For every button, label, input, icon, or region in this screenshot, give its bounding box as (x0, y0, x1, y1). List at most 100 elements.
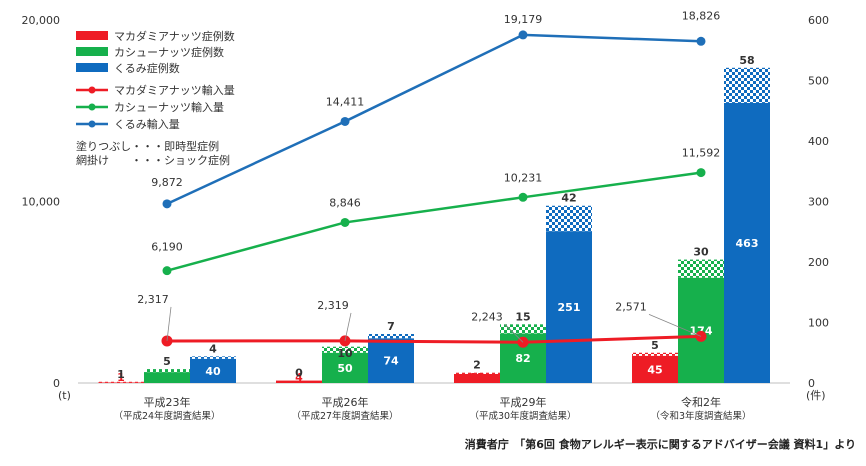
line-point (162, 199, 172, 209)
legend-marker (88, 86, 96, 94)
bar-immediate-label: 74 (383, 355, 399, 368)
line-point (696, 36, 706, 46)
right-tick-label: 400 (808, 135, 829, 148)
bar-immediate-label: 463 (736, 237, 759, 250)
legend-label: カシューナッツ輸入量 (114, 100, 224, 114)
point-value-label: 8,846 (329, 196, 361, 209)
legend-swatch (76, 63, 108, 72)
category-sublabel: （平成30年度調査結果） (469, 410, 576, 422)
bar-immediate (454, 373, 500, 383)
bar-shock-label: 5 (651, 339, 659, 352)
bar-shock (454, 372, 500, 374)
pattern-note: 網掛け ・・・ショック症例 (76, 153, 230, 167)
bar-immediate-label: 18 (159, 371, 174, 384)
legend-label: くるみ輸入量 (114, 117, 180, 131)
bar-shock-label: 7 (387, 320, 395, 333)
legend-marker (88, 120, 96, 128)
point-leader-line (648, 313, 702, 337)
category-label: 平成29年 (500, 395, 547, 409)
category-sublabel: （平成27年度調査結果） (291, 410, 398, 422)
right-tick-label: 200 (808, 256, 829, 269)
bar-immediate-label: 45 (647, 363, 662, 376)
bar-immediate-label: 4 (295, 371, 303, 384)
line-point (518, 30, 528, 40)
right-tick-label: 0 (808, 377, 815, 390)
line-point (340, 116, 350, 126)
bar-immediate (678, 277, 724, 383)
line-point (696, 168, 706, 178)
point-value-label: 2,243 (471, 310, 503, 323)
bar-shock (368, 333, 414, 339)
bar-immediate (322, 352, 368, 383)
line-point (340, 217, 350, 227)
line-point (162, 266, 172, 276)
bar-immediate-label: 251 (558, 301, 581, 314)
right-axis-unit: (件) (806, 389, 826, 402)
bar-immediate (144, 372, 190, 383)
point-value-label: 10,231 (504, 171, 543, 184)
bar-immediate (190, 358, 236, 383)
point-value-label: 18,826 (682, 9, 721, 22)
left-axis-unit: (t) (58, 389, 71, 402)
left-tick-label: 10,000 (22, 196, 61, 209)
bar-shock-label: 4 (209, 342, 217, 355)
bar-shock-label: 15 (515, 310, 530, 323)
right-tick-label: 600 (808, 14, 829, 27)
bar-immediate-label: 40 (205, 365, 221, 378)
legend-label: くるみ症例数 (114, 61, 180, 75)
left-tick-label: 20,000 (22, 14, 61, 27)
bar-immediate (98, 382, 144, 383)
bar-shock-label: 2 (473, 359, 481, 372)
line-series (166, 171, 702, 272)
bar-shock (724, 67, 770, 103)
bar-immediate-label: 82 (515, 352, 530, 365)
line-series (166, 33, 702, 205)
bar-shock-label: 42 (561, 192, 576, 205)
point-value-label: 19,179 (504, 13, 543, 26)
point-value-label: 6,190 (151, 241, 183, 254)
bar-shock-label: 0 (295, 367, 303, 380)
legend-label: マカダミアナッツ輸入量 (114, 83, 235, 97)
bar-shock (546, 205, 592, 232)
bar-immediate (368, 338, 414, 383)
bar-immediate (546, 231, 592, 383)
legend-swatch (76, 31, 108, 40)
bar-shock (322, 346, 368, 353)
bar-shock-label: 1 (117, 368, 125, 381)
line-point (518, 192, 528, 202)
bar-shock-label: 5 (163, 355, 171, 368)
right-tick-label: 100 (808, 317, 829, 330)
bar-shock-label: 30 (693, 246, 709, 259)
point-value-label: 14,411 (326, 95, 365, 108)
legend-label: カシューナッツ症例数 (114, 45, 224, 59)
bar-immediate-label: 15 (469, 371, 484, 384)
bar-shock-label: 10 (337, 347, 353, 360)
bar-immediate-label: 50 (337, 362, 353, 375)
category-label: 平成26年 (322, 395, 369, 409)
bar-shock (632, 352, 678, 356)
left-tick-label: 0 (53, 377, 60, 390)
right-tick-label: 300 (808, 196, 829, 209)
bar-shock-label: 58 (739, 54, 754, 67)
bar-immediate (632, 355, 678, 383)
pattern-note: 塗りつぶし・・・即時型症例 (76, 139, 219, 153)
point-value-label: 11,592 (682, 147, 721, 160)
category-label: 令和2年 (681, 395, 721, 409)
bar-immediate-label: 1 (117, 371, 125, 384)
bar-shock (500, 324, 546, 334)
bar-shock (678, 259, 724, 278)
line-series (166, 334, 702, 344)
category-label: 平成23年 (144, 395, 191, 409)
bar-shock (190, 356, 236, 359)
bar-shock (144, 369, 190, 373)
point-value-label: 2,319 (317, 299, 349, 312)
bar-immediate (276, 380, 322, 383)
right-tick-label: 500 (808, 75, 829, 88)
legend-marker (88, 103, 96, 111)
legend-label: マカダミアナッツ症例数 (114, 29, 235, 43)
point-value-label: 2,571 (615, 300, 647, 313)
category-sublabel: （令和3年度調査結果） (650, 410, 751, 422)
bar-immediate (724, 102, 770, 383)
category-sublabel: （平成24年度調査結果） (113, 410, 220, 422)
